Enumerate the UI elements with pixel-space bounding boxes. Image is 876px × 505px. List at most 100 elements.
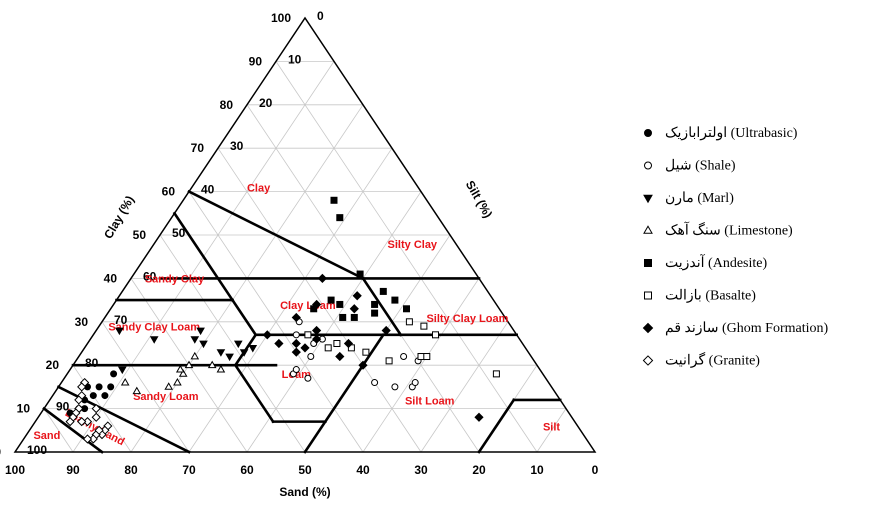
legend-item: سازند قم (Ghom Formation) [642, 321, 829, 336]
legend-label: آندزیت (Andesite) [665, 253, 767, 271]
sand-tick-label: 30 [414, 463, 428, 477]
data-point [400, 353, 408, 361]
sand-tick-label: 80 [124, 463, 138, 477]
silt-axis-title: Silt (%) [463, 178, 495, 220]
region-label: Sandy Clay [145, 274, 205, 286]
grid-lines [43, 61, 567, 453]
clay-tick-label: 50 [133, 228, 147, 242]
data-point [311, 334, 322, 344]
silt-tick-label: 100 [27, 443, 47, 457]
data-point [292, 331, 300, 339]
legend-item: بازالت (Basalte) [644, 289, 756, 304]
data-point [274, 338, 284, 349]
data-point [120, 377, 130, 386]
legend-marker [644, 259, 652, 267]
data-point [385, 357, 393, 365]
data-point [300, 343, 310, 353]
legend-marker [644, 291, 652, 300]
data-point [196, 327, 205, 336]
legend-label: بازالت (Basalte) [665, 289, 756, 304]
legend-item: اولترابازیک (Ultrabasic) [644, 126, 798, 141]
silt-tick-label: 80 [85, 356, 99, 370]
region-label: Silty Clay [388, 239, 438, 251]
legend-marker [642, 355, 654, 366]
data-point [311, 325, 322, 336]
legend-item: آندزیت (Andesite) [644, 253, 767, 271]
grid-line-sand-10 [275, 61, 538, 453]
boundary-line-3 [187, 189, 365, 281]
silt-tick-label: 60 [143, 269, 157, 283]
region-label: Clay Loam [280, 300, 336, 312]
region-label: Silt [543, 421, 560, 433]
silt-tick-label: 90 [56, 400, 70, 414]
data-point [149, 336, 159, 344]
data-point [91, 412, 101, 422]
clay-tick-label: 10 [17, 402, 31, 416]
legend-label: گرانیت (Granite) [665, 352, 760, 369]
boundary-line-1 [172, 211, 235, 302]
data-point [307, 353, 315, 361]
data-point [207, 360, 217, 369]
data-point [352, 291, 362, 301]
sand-tick-label: 20 [472, 463, 486, 477]
boundary-line-17 [42, 406, 104, 454]
data-point [343, 338, 354, 349]
data-point [492, 370, 500, 378]
region-label: Silt Loam [405, 395, 455, 407]
data-point [239, 349, 249, 357]
data-point [132, 386, 142, 395]
data-point [311, 299, 322, 310]
boundary-line-14 [303, 333, 386, 454]
data-point [175, 364, 185, 373]
legend-item: شیل (Shale) [644, 159, 736, 174]
silt-tick-label: 20 [259, 96, 273, 110]
data-point [94, 425, 104, 435]
data-points [65, 196, 500, 444]
data-point [117, 366, 127, 375]
data-point [91, 403, 101, 414]
silt-tick-label: 50 [172, 226, 186, 240]
data-point [164, 382, 174, 390]
legend-marker [642, 322, 654, 334]
data-point [82, 434, 93, 444]
data-point [304, 374, 312, 382]
data-point [216, 349, 226, 357]
legend-label: سنگ آهک (Limestone) [665, 221, 793, 239]
data-point [405, 318, 413, 326]
legend-item: مارن (Marl) [643, 191, 734, 206]
clay-tick-label: 60 [162, 185, 176, 199]
data-point [262, 330, 272, 340]
data-point [336, 300, 344, 308]
sand-tick-label: 40 [356, 463, 370, 477]
region-label: Silty Clay Loam [426, 313, 508, 325]
data-point [178, 369, 188, 377]
data-point [403, 305, 410, 313]
triangle-outline [13, 16, 597, 453]
clay-tick-label: 80 [220, 98, 234, 112]
legend-label: شیل (Shale) [665, 159, 736, 174]
data-point [173, 377, 182, 386]
clay-tick-label: 70 [191, 141, 205, 155]
data-point [248, 344, 258, 353]
boundary-line-15 [477, 398, 516, 454]
grid-line-silt-30 [188, 147, 393, 453]
sand-tick-label: 100 [5, 463, 25, 477]
tick-labels: 1009080706050403020100010203040506070809… [0, 9, 599, 477]
data-point [391, 383, 399, 391]
silt-tick-label: 70 [114, 313, 128, 327]
data-point [362, 348, 370, 356]
data-point [327, 296, 335, 304]
grid-line-sand-50 [159, 234, 306, 453]
sand-tick-label: 50 [298, 463, 312, 477]
clay-axis-title: Clay (%) [101, 193, 137, 241]
legend: اولترابازیک (Ultrabasic) شیل (Shale) مارن … [642, 126, 829, 369]
clay-tick-label: 100 [271, 11, 291, 25]
data-point [330, 196, 338, 204]
data-point [356, 270, 364, 278]
sand-tick-label: 10 [530, 463, 544, 477]
data-point [333, 340, 341, 347]
legend-label: مارن (Marl) [665, 191, 734, 206]
data-point [339, 313, 347, 321]
boundary-line-12 [233, 363, 275, 424]
legend-marker [643, 194, 653, 204]
